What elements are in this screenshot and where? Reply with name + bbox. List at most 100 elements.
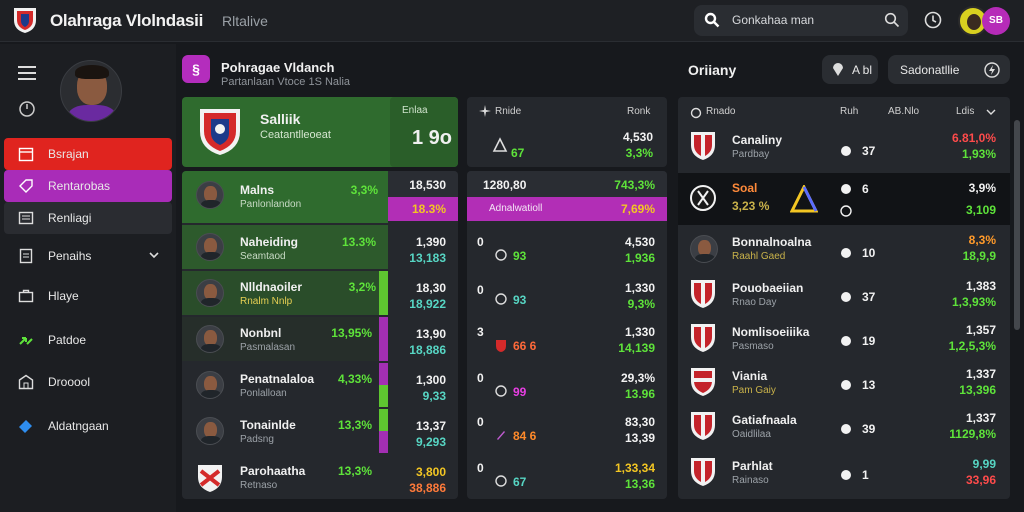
sidebar-item-hlaye[interactable]: Hlaye [4, 280, 172, 312]
table-row[interactable]: Tonainlde Padsng 13,3% [182, 409, 388, 453]
player-subtitle: Rnalm Nnlp [240, 296, 293, 307]
middle-row-a: 0 [477, 283, 484, 297]
ball-icon [841, 424, 851, 434]
middle-row-n: 66 6 [513, 339, 537, 353]
team-name: Canaliny [732, 133, 783, 147]
team-name: Pouobaeiian [732, 281, 804, 295]
briefcase-icon [18, 289, 34, 303]
sidebar-item-aldatngaan[interactable]: Aldatngaan [4, 410, 172, 442]
column-header[interactable]: Ruh [840, 106, 859, 117]
spark-icon [479, 105, 491, 117]
mid-header-count: 67 [511, 146, 525, 160]
player-pct: 13.3% [341, 235, 376, 249]
player-pct: 3,2% [348, 280, 376, 294]
notification-badge[interactable]: SB [982, 7, 1010, 35]
table-row[interactable]: Bonnalnoalna Raahl Gaed 10 8,3% 18,9,9 [678, 229, 1010, 273]
middle-row-a: 3 [477, 325, 484, 339]
team-value1: 1,337 [965, 367, 996, 381]
table-row[interactable]: Pouobaeiian Rnao Day 37 1,383 1,3,93% [678, 275, 1010, 319]
featured-club-subtitle: Ceatantlleoeat [260, 129, 331, 141]
table-row[interactable]: Soal 3,23 % 6 3,9% 3,109 [678, 173, 1010, 225]
sidebar-item-rentarobas[interactable]: Rentarobas [4, 170, 172, 202]
filter-button[interactable]: A bl [822, 55, 878, 84]
table-row[interactable]: Malns Panlonlandon 3,3% [182, 171, 388, 223]
chevron-down-icon[interactable] [148, 249, 160, 261]
sidebar-item-label: Hlaye [48, 289, 79, 303]
player-name: Malns [240, 183, 275, 197]
ball-icon [495, 385, 507, 397]
search-input[interactable]: Gonkahaa man [732, 13, 815, 27]
search-bar[interactable]: Gonkahaa man [694, 5, 908, 36]
status-bar [379, 271, 388, 315]
middle-row-a: 1280,80 [483, 178, 527, 192]
club-crest-icon [691, 280, 715, 308]
ticket-icon [19, 420, 32, 433]
player-value1: 13,37 [415, 419, 446, 433]
table-row[interactable]: Nlldnaoiler Rnalm Nnlp 3,2% [182, 271, 388, 315]
player-name: Parohaatha [240, 464, 306, 478]
sort-button[interactable]: Sadonatllie [888, 55, 1010, 84]
status-bar [379, 409, 388, 431]
middle-row-a: 0 [477, 235, 484, 249]
chevron-down-icon[interactable] [986, 107, 996, 117]
club-crest-logo[interactable] [12, 6, 38, 34]
clock-icon[interactable] [924, 11, 942, 29]
team-value1: 8,3% [968, 233, 996, 247]
table-row[interactable]: Viania Pam Gaiy 13 1,337 13,396 [678, 363, 1010, 407]
team-rank: 37 [862, 290, 876, 304]
player-avatar [196, 279, 224, 307]
middle-row-n: 99 [513, 385, 527, 399]
table-row[interactable]: Canaliny Pardbay 37 6.81,0% 1,93% [678, 125, 1010, 169]
scrollbar[interactable] [1014, 120, 1020, 330]
team-subtitle: Rainaso [732, 475, 769, 486]
team-avatar [690, 235, 718, 263]
gauge-icon[interactable] [18, 100, 36, 118]
building-icon [18, 374, 34, 390]
sidebar-item-renliagi[interactable]: Renliagi [4, 202, 172, 234]
table-row[interactable]: Nonbnl Pasmalasan 13,95% [182, 317, 388, 361]
profile-avatar[interactable] [60, 60, 122, 122]
player-value1: 1,390 [415, 235, 446, 249]
sidebar-item-bsrajan[interactable]: Bsrajan [4, 138, 172, 170]
menu-icon[interactable] [18, 66, 36, 80]
middle-row-v1: 83,30 [624, 415, 655, 429]
middle-row-v2: 9,3% [627, 297, 655, 311]
column-header[interactable]: Rnado [706, 106, 736, 117]
status-bar [379, 431, 388, 453]
table-row[interactable]: Naheiding Seamtaod 13.3% [182, 225, 388, 269]
middle-row-v1: 29,3% [620, 371, 655, 385]
panel-title: Pohragae Vldanch [221, 60, 335, 75]
table-row[interactable]: Nomlisoeiiika Pasmaso 19 1,357 1,2,5,3% [678, 319, 1010, 363]
player-subtitle: Seamtaod [240, 251, 286, 262]
team-value1: 3,9% [968, 181, 996, 195]
team-rank: 19 [862, 334, 876, 348]
player-value2: 13,183 [409, 251, 446, 265]
team-subtitle: Oaidlilaa [732, 429, 771, 440]
team-value1: 1,383 [965, 279, 996, 293]
team-value1: 1,357 [965, 323, 996, 337]
table-row[interactable]: Penatnalaloa Ponlalloan 4,33% [182, 363, 388, 407]
search-icon[interactable] [884, 12, 900, 28]
middle-row-v2: 1,936 [624, 251, 655, 265]
player-name: Naheiding [240, 235, 299, 249]
middle-row-v1: 1,330 [624, 325, 655, 339]
sidebar-item-patdoe[interactable]: Patdoe [4, 324, 172, 356]
player-avatar [196, 181, 224, 209]
status-bar [379, 363, 388, 385]
sidebar-item-penaihs[interactable]: Penaihs [4, 240, 172, 272]
sidebar-item-drooool[interactable]: Drooool [4, 366, 172, 398]
highlight-row[interactable]: Adnalwatioll 7,69% [467, 197, 667, 221]
table-row[interactable]: 1280,80 743,3% [467, 171, 667, 197]
team-value1: 9,99 [972, 457, 996, 471]
club-crest-icon [691, 368, 715, 396]
player-value2: 9,33 [422, 389, 446, 403]
team-name: Bonnalnoalna [732, 235, 812, 249]
table-row[interactable]: Gatiafnaala Oaidlilaa 39 1,337 1129,8% [678, 407, 1010, 451]
sidebar-item-label: Aldatngaan [48, 419, 109, 433]
column-header[interactable]: Ldis [956, 106, 975, 117]
column-header[interactable]: AB.Nlo [888, 106, 920, 117]
club-crest-icon [691, 324, 715, 352]
featured-stat-card: Enlaa 1 9o [390, 97, 458, 167]
table-row[interactable]: Parohaatha Retnaso 13,3% [182, 455, 388, 499]
table-row[interactable]: Parhlat Rainaso 1 9,99 33,96 [678, 453, 1010, 497]
